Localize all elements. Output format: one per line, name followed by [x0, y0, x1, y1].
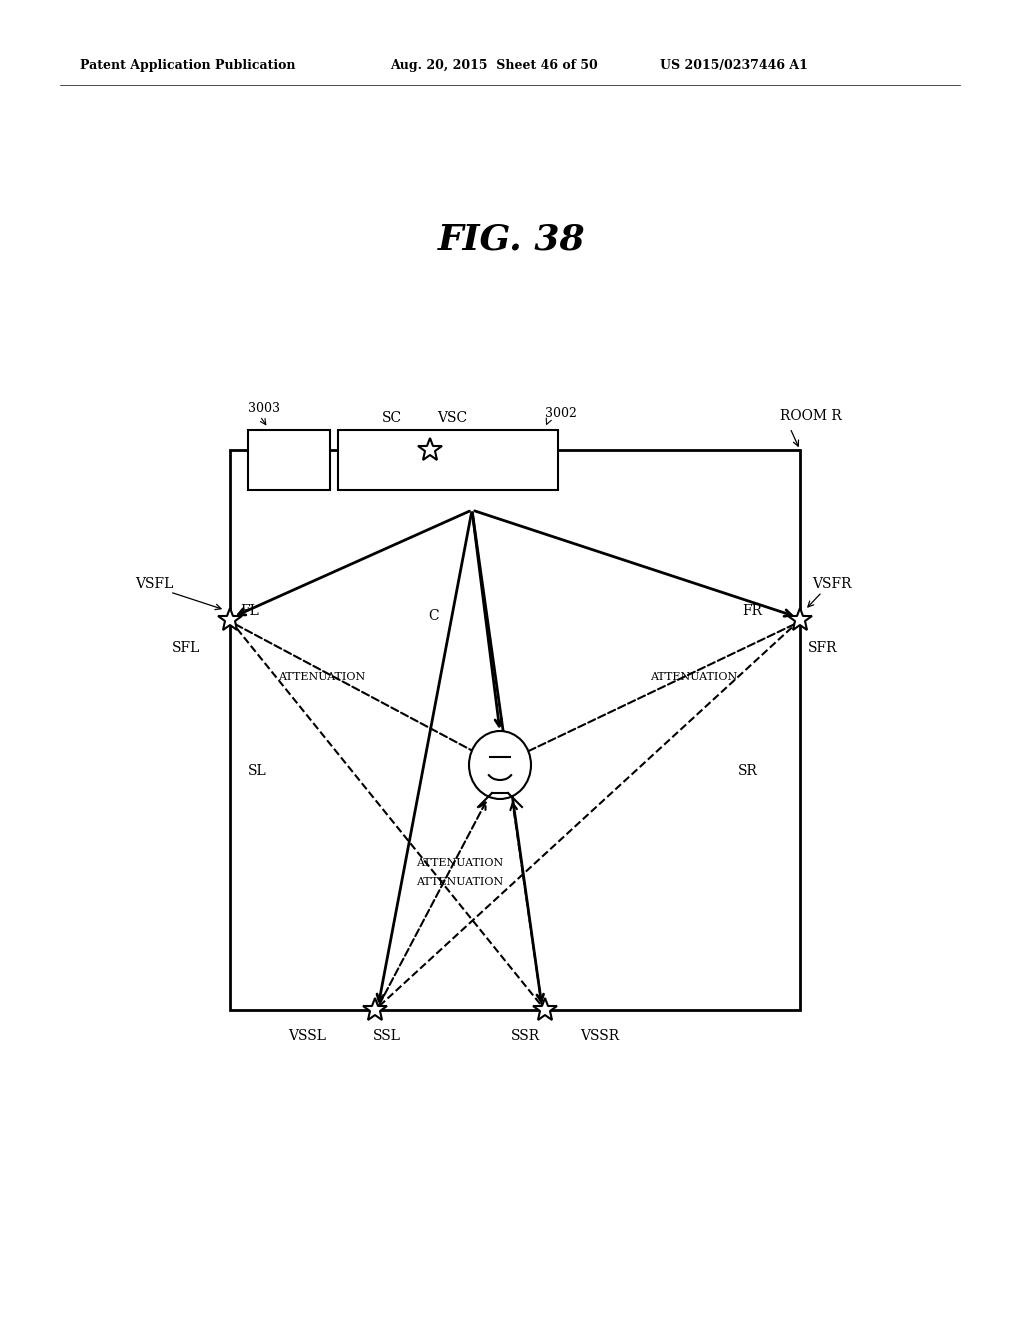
Text: SFL: SFL — [172, 642, 201, 655]
Bar — [230, 450, 800, 1010]
Text: ATTENUATION: ATTENUATION — [417, 876, 504, 887]
Text: SSR: SSR — [510, 1030, 540, 1043]
Text: ATTENUATION: ATTENUATION — [650, 672, 737, 682]
Text: VSFR: VSFR — [812, 577, 852, 591]
Ellipse shape — [469, 731, 531, 799]
Text: 3003: 3003 — [248, 403, 280, 414]
Text: SC: SC — [382, 411, 402, 425]
Text: C: C — [429, 609, 439, 623]
Text: VSC: VSC — [437, 411, 467, 425]
Text: VSFL: VSFL — [135, 577, 173, 591]
Text: SR: SR — [738, 764, 758, 777]
Text: ROOM R: ROOM R — [780, 409, 842, 422]
Bar — [248, 430, 330, 490]
Text: FL: FL — [240, 605, 259, 618]
Text: SSL: SSL — [373, 1030, 401, 1043]
Text: Patent Application Publication: Patent Application Publication — [80, 58, 296, 71]
Text: 3002: 3002 — [545, 407, 577, 420]
Text: SFR: SFR — [808, 642, 838, 655]
Text: FR: FR — [742, 605, 762, 618]
Text: SL: SL — [248, 764, 266, 777]
Text: ATTENUATION: ATTENUATION — [278, 672, 365, 682]
Text: ATTENUATION: ATTENUATION — [417, 858, 504, 869]
Text: VSSR: VSSR — [581, 1030, 620, 1043]
Text: VSSL: VSSL — [288, 1030, 326, 1043]
Text: FIG. 38: FIG. 38 — [438, 223, 586, 257]
Bar — [338, 430, 558, 490]
Text: US 2015/0237446 A1: US 2015/0237446 A1 — [660, 58, 808, 71]
Text: Aug. 20, 2015  Sheet 46 of 50: Aug. 20, 2015 Sheet 46 of 50 — [390, 58, 598, 71]
